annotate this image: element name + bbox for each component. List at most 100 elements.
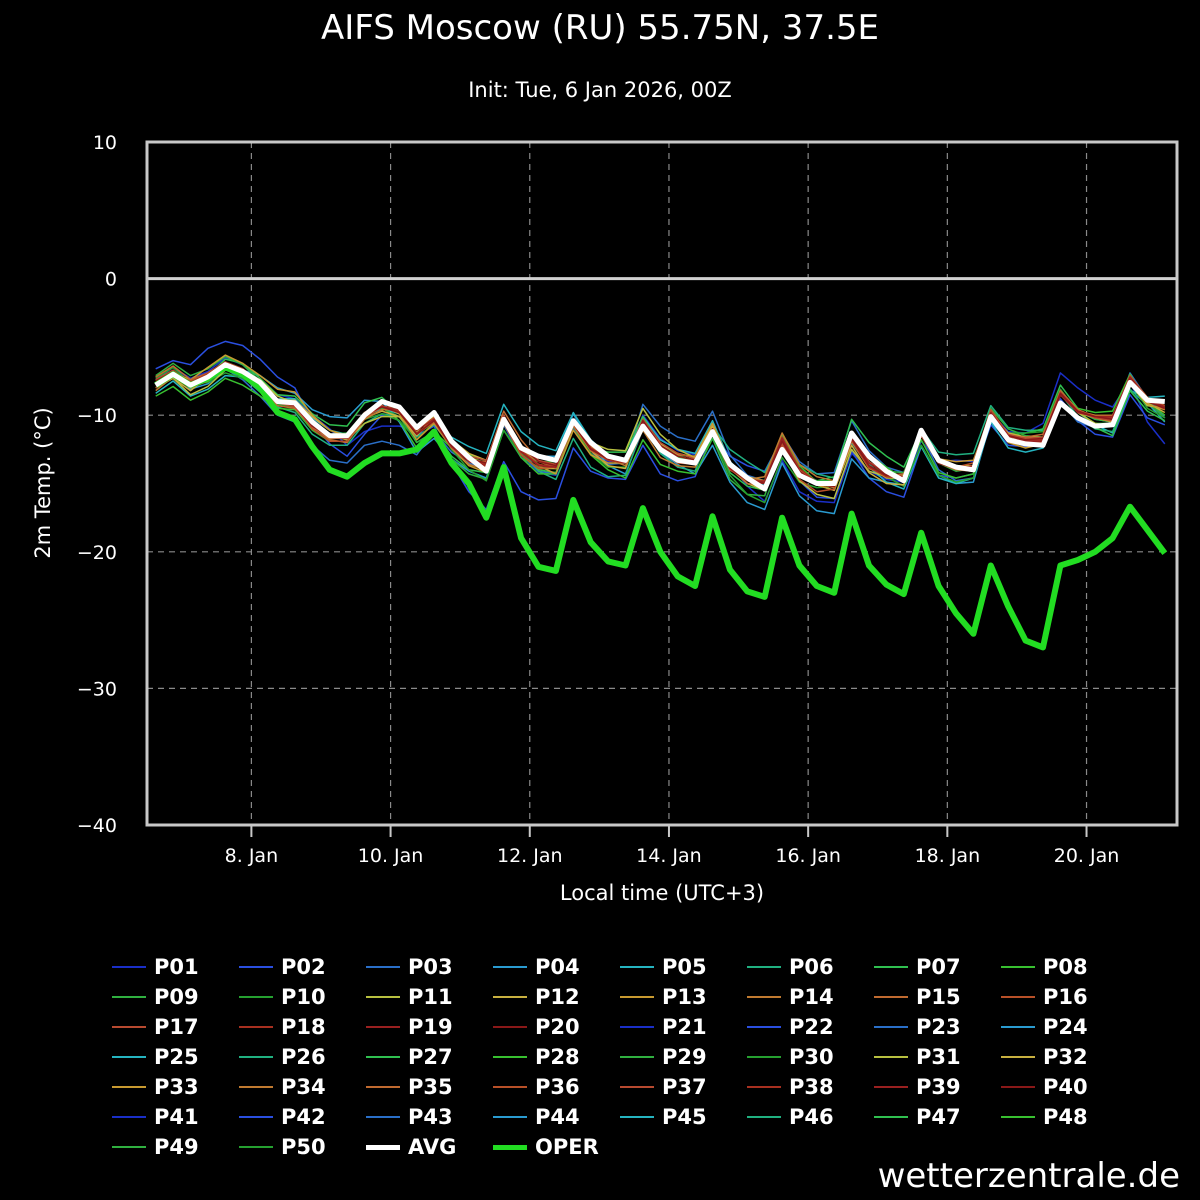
- legend-item-p50: P50: [239, 1132, 326, 1162]
- legend-item-p35: P35: [366, 1072, 453, 1102]
- legend-label: P34: [281, 1075, 326, 1099]
- legend-item-p12: P12: [493, 982, 580, 1012]
- legend-swatch: [493, 1144, 527, 1150]
- series-lines: [154, 340, 1168, 651]
- legend-item-p42: P42: [239, 1102, 326, 1132]
- legend-item-p34: P34: [239, 1072, 326, 1102]
- legend-label: P48: [1043, 1105, 1088, 1129]
- legend-swatch: [874, 1086, 908, 1088]
- legend-item-p05: P05: [620, 952, 707, 982]
- legend-label: P26: [281, 1045, 326, 1069]
- legend-label: P21: [662, 1015, 707, 1039]
- axis-ticks: 8. Jan 10. Jan 12. Jan 14. Jan 16. Jan 18. Ja…: [77, 132, 1119, 867]
- legend-swatch: [620, 966, 654, 968]
- legend-swatch: [239, 1086, 273, 1088]
- legend-label: P38: [789, 1075, 834, 1099]
- legend-item-p44: P44: [493, 1102, 580, 1132]
- legend-swatch: [112, 996, 146, 998]
- legend-label: OPER: [535, 1135, 599, 1159]
- legend-item-p41: P41: [112, 1102, 199, 1132]
- legend-swatch: [239, 966, 273, 968]
- legend-item-p02: P02: [239, 952, 326, 982]
- legend-label: P19: [408, 1015, 453, 1039]
- legend-swatch: [874, 996, 908, 998]
- legend-item-p31: P31: [874, 1042, 961, 1072]
- legend-item-p23: P23: [874, 1012, 961, 1042]
- legend-swatch: [366, 1056, 400, 1058]
- legend-swatch: [874, 1116, 908, 1118]
- legend-swatch: [747, 1086, 781, 1088]
- ensemble-chart: 8. Jan 10. Jan 12. Jan 14. Jan 16. Jan 18. Ja…: [31, 132, 1179, 905]
- legend-label: P03: [408, 955, 453, 979]
- legend-label: AVG: [408, 1135, 457, 1159]
- legend-label: P49: [154, 1135, 199, 1159]
- legend-swatch: [366, 996, 400, 998]
- y-tick-label: −40: [77, 815, 117, 837]
- legend-label: P42: [281, 1105, 326, 1129]
- legend-item-p28: P28: [493, 1042, 580, 1072]
- legend-item-p22: P22: [747, 1012, 834, 1042]
- legend-item-p07: P07: [874, 952, 961, 982]
- legend-swatch: [747, 996, 781, 998]
- legend-swatch: [239, 996, 273, 998]
- legend-swatch: [493, 966, 527, 968]
- legend-item-p27: P27: [366, 1042, 453, 1072]
- source-credit: wetterzentrale.de: [877, 1156, 1180, 1196]
- legend-label: P32: [1043, 1045, 1088, 1069]
- legend-label: P14: [789, 985, 834, 1009]
- legend-swatch: [1001, 966, 1035, 968]
- legend-label: P47: [916, 1105, 961, 1129]
- legend-label: P16: [1043, 985, 1088, 1009]
- legend-swatch: [874, 1026, 908, 1028]
- legend-swatch: [366, 966, 400, 968]
- legend-swatch: [620, 1056, 654, 1058]
- legend-item-p24: P24: [1001, 1012, 1088, 1042]
- legend-label: P01: [154, 955, 199, 979]
- legend-label: P30: [789, 1045, 834, 1069]
- legend-swatch: [112, 1116, 146, 1118]
- legend-item-p45: P45: [620, 1102, 707, 1132]
- x-tick-label: 18. Jan: [915, 845, 981, 867]
- legend-swatch: [366, 1026, 400, 1028]
- legend-item-p30: P30: [747, 1042, 834, 1072]
- legend-swatch: [239, 1146, 273, 1148]
- legend-swatch: [493, 1056, 527, 1058]
- legend-swatch: [620, 1086, 654, 1088]
- legend-label: P46: [789, 1105, 834, 1129]
- legend-label: P29: [662, 1045, 707, 1069]
- chart-subtitle: Init: Tue, 6 Jan 2026, 00Z: [468, 78, 732, 102]
- legend-item-p16: P16: [1001, 982, 1088, 1012]
- legend-item-p11: P11: [366, 982, 453, 1012]
- legend-item-oper: OPER: [493, 1132, 599, 1162]
- x-axis-label: Local time (UTC+3): [560, 881, 764, 905]
- legend-item-p43: P43: [366, 1102, 453, 1132]
- series-line-oper: [154, 364, 1168, 651]
- legend-label: P24: [1043, 1015, 1088, 1039]
- legend-swatch: [620, 1026, 654, 1028]
- legend-label: P39: [916, 1075, 961, 1099]
- legend-label: P20: [535, 1015, 580, 1039]
- legend-label: P07: [916, 955, 961, 979]
- legend-swatch: [493, 1086, 527, 1088]
- legend-swatch: [112, 1086, 146, 1088]
- legend-item-p19: P19: [366, 1012, 453, 1042]
- legend-label: P44: [535, 1105, 580, 1129]
- legend-label: P04: [535, 955, 580, 979]
- legend-label: P06: [789, 955, 834, 979]
- legend-label: P10: [281, 985, 326, 1009]
- series-line-p06: [155, 368, 1165, 481]
- legend-swatch: [239, 1116, 273, 1118]
- legend-item-p40: P40: [1001, 1072, 1088, 1102]
- plot-frame: [145, 140, 1179, 827]
- legend-label: P02: [281, 955, 326, 979]
- legend-item-p10: P10: [239, 982, 326, 1012]
- legend-swatch: [1001, 996, 1035, 998]
- legend-item-p14: P14: [747, 982, 834, 1012]
- legend-swatch: [747, 1056, 781, 1058]
- y-tick-label: −10: [77, 405, 117, 427]
- legend-label: P27: [408, 1045, 453, 1069]
- legend-item-p09: P09: [112, 982, 199, 1012]
- legend-label: P17: [154, 1015, 199, 1039]
- legend-label: P13: [662, 985, 707, 1009]
- legend-swatch: [493, 1116, 527, 1118]
